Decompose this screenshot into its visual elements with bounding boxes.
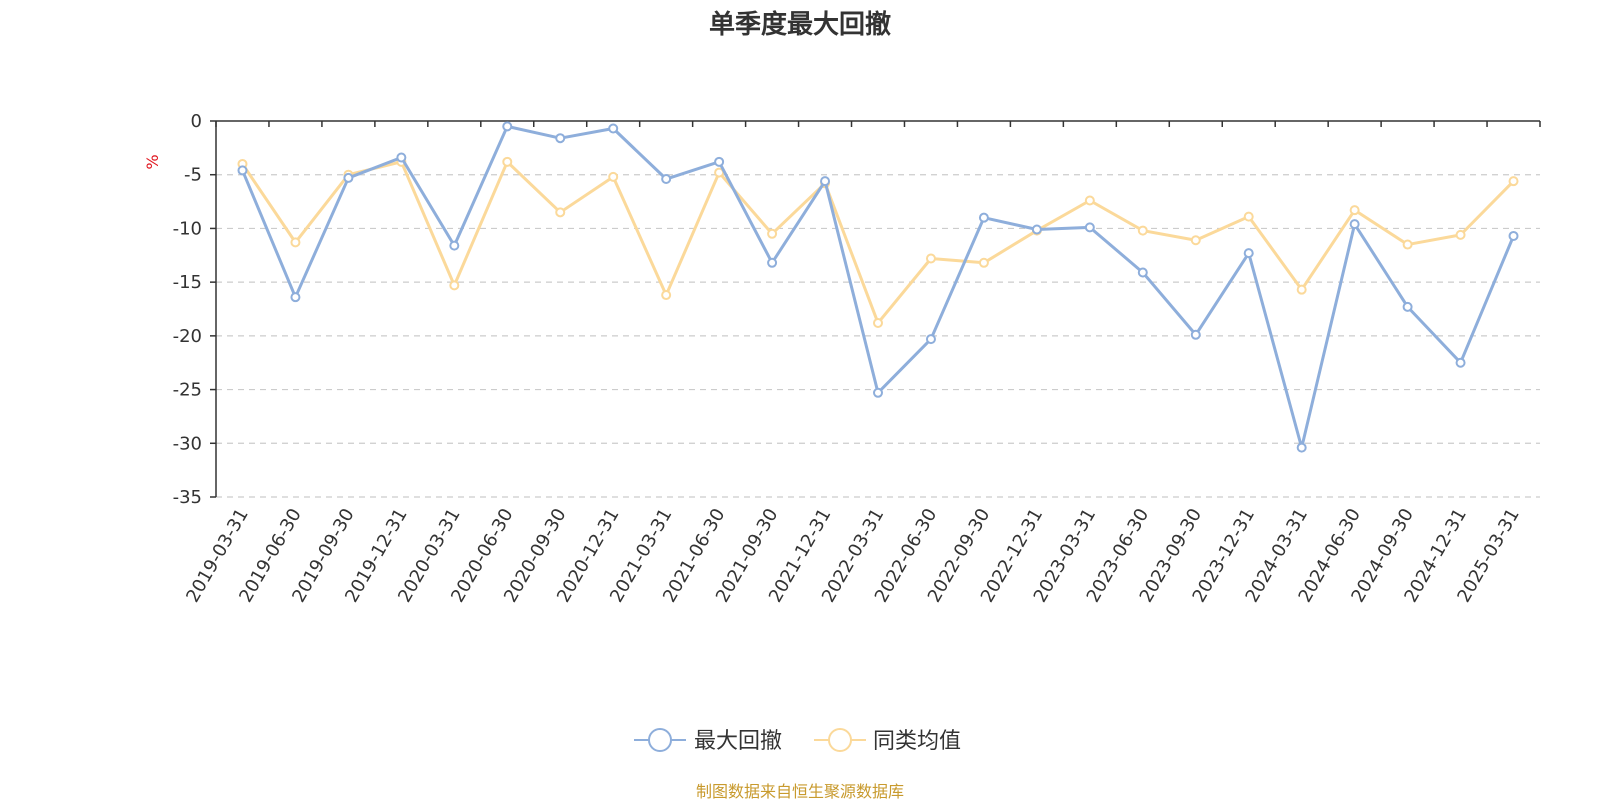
y-axis-unit: % (143, 154, 162, 169)
data-point[interactable] (1084, 222, 1095, 233)
x-tick-labels: 2019-03-312019-06-302019-09-302019-12-31… (182, 505, 1524, 606)
data-point[interactable] (343, 172, 354, 183)
grid-lines (216, 174, 1540, 498)
legend-label: 最大回撤 (694, 729, 782, 754)
series-line-1 (241, 160, 1515, 325)
data-point[interactable] (1084, 195, 1095, 206)
data-source-note: 制图数据来自恒生聚源数据库 (696, 782, 904, 800)
data-point[interactable] (661, 290, 672, 301)
data-point[interactable] (925, 334, 936, 345)
y-tick-label: -15 (173, 272, 202, 293)
data-point[interactable] (767, 257, 778, 268)
data-point[interactable] (767, 228, 778, 239)
data-point[interactable] (449, 280, 460, 291)
legend[interactable]: 最大回撤 同类均值 (634, 728, 961, 754)
y-tick-label: -5 (184, 165, 202, 186)
series (237, 121, 1519, 453)
data-point[interactable] (290, 292, 301, 303)
y-tick-labels: 0 -5 -10 -15 -20 -25 -30 -35 (173, 111, 202, 508)
legend-label: 同类均值 (873, 729, 961, 754)
data-point[interactable] (608, 123, 619, 134)
data-point[interactable] (1455, 357, 1466, 368)
data-point[interactable] (1296, 284, 1307, 295)
data-point[interactable] (502, 156, 513, 167)
data-point[interactable] (714, 156, 725, 167)
data-point[interactable] (449, 240, 460, 251)
y-tick-label: -20 (173, 326, 202, 347)
data-point[interactable] (925, 253, 936, 264)
data-point[interactable] (502, 121, 513, 132)
data-point[interactable] (290, 237, 301, 248)
data-point[interactable] (661, 174, 672, 185)
data-point[interactable] (1402, 239, 1413, 250)
data-point[interactable] (237, 165, 248, 176)
legend-marker (828, 728, 852, 752)
data-point[interactable] (608, 171, 619, 182)
data-point[interactable] (1190, 235, 1201, 246)
data-point[interactable] (873, 387, 883, 398)
y-tick-label: -35 (173, 487, 202, 508)
data-point[interactable] (820, 176, 831, 187)
y-tick-label: -30 (173, 433, 202, 454)
data-point[interactable] (1137, 267, 1148, 278)
data-point[interactable] (1349, 219, 1360, 230)
data-point[interactable] (978, 257, 989, 268)
legend-marker (648, 728, 672, 752)
y-tick-label: -25 (173, 380, 202, 401)
y-tick-label: -10 (173, 218, 202, 239)
data-point[interactable] (396, 152, 407, 163)
data-point[interactable] (555, 207, 566, 218)
data-point[interactable] (1031, 224, 1042, 235)
data-point[interactable] (1402, 301, 1413, 312)
data-point[interactable] (1508, 176, 1519, 187)
data-point[interactable] (1243, 211, 1254, 222)
data-point[interactable] (1296, 442, 1307, 453)
axes (210, 120, 1541, 498)
data-point[interactable] (555, 133, 566, 144)
data-point[interactable] (1508, 230, 1519, 241)
y-tick-label: 0 (191, 111, 202, 132)
data-point[interactable] (1455, 229, 1466, 240)
data-point[interactable] (1137, 225, 1148, 236)
legend-item-1[interactable]: 同类均值 (814, 728, 961, 754)
data-point[interactable] (1243, 248, 1254, 259)
chart-title: 单季度最大回撤 (709, 9, 891, 40)
data-point[interactable] (1190, 329, 1201, 340)
data-point[interactable] (1349, 205, 1360, 216)
data-point[interactable] (873, 317, 883, 328)
data-point[interactable] (978, 212, 989, 223)
legend-item-0[interactable]: 最大回撤 (634, 728, 782, 754)
